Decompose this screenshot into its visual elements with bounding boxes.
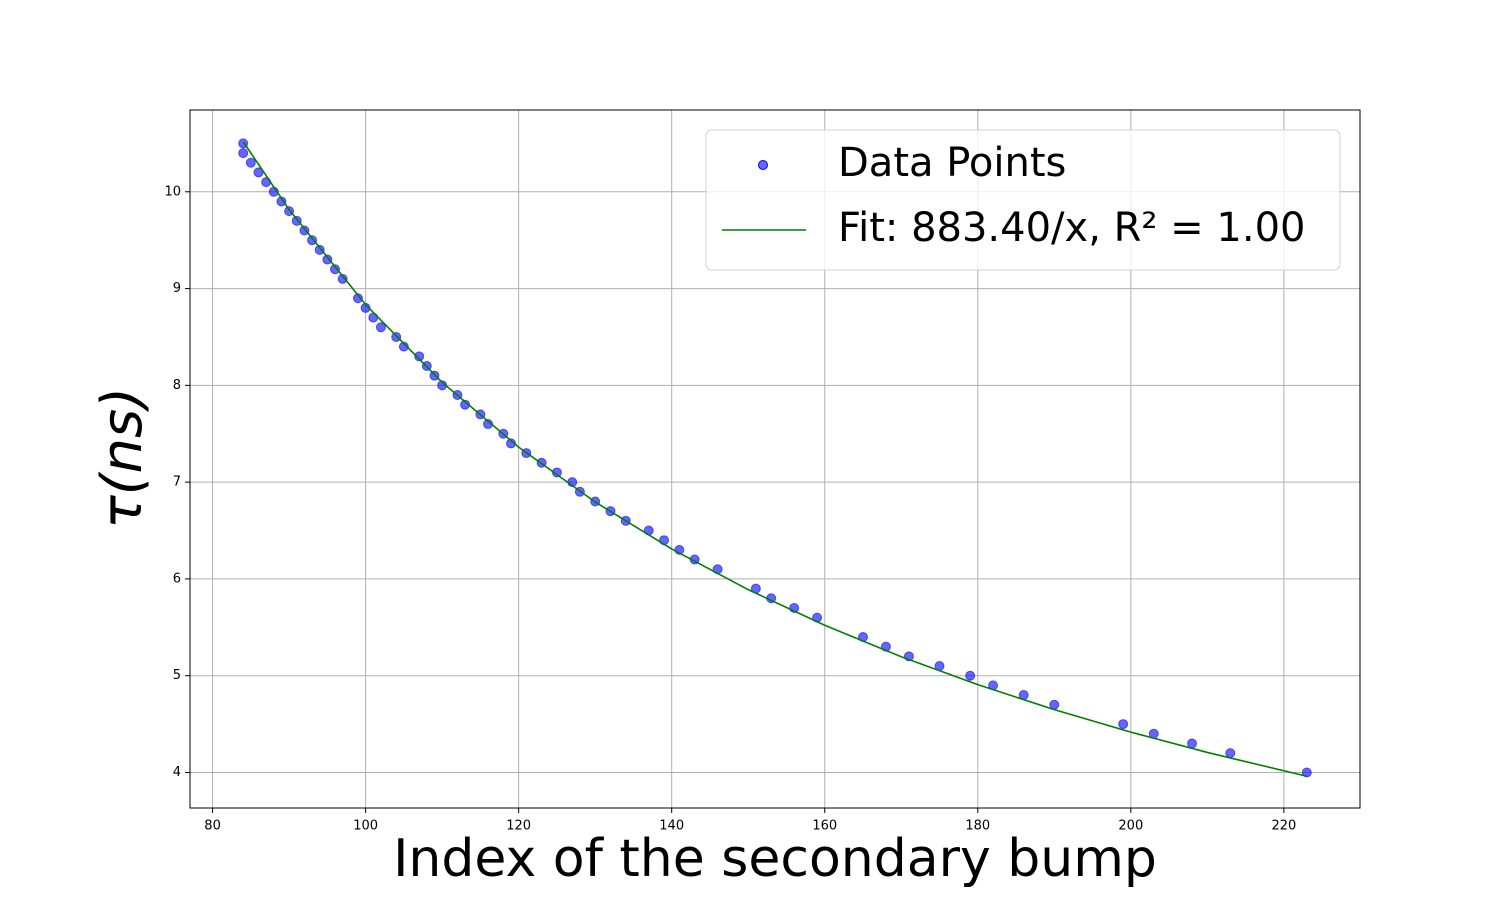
fit-line <box>242 141 1308 778</box>
legend: Data Points Fit: 883.40/x, R² = 1.00 <box>705 129 1341 271</box>
data-point <box>1301 767 1312 778</box>
data-point <box>352 293 363 304</box>
x-tick-label: 180 <box>965 819 990 834</box>
x-tick-label: 80 <box>204 819 221 834</box>
x-tick-label: 220 <box>1271 819 1296 834</box>
data-point <box>368 312 379 323</box>
data-point <box>551 467 562 478</box>
x-tick-label: 160 <box>812 819 837 834</box>
data-point <box>299 225 310 236</box>
x-tick-label: 200 <box>1118 819 1143 834</box>
legend-label: Data Points <box>838 140 1066 186</box>
y-tick-label: 9 <box>173 281 181 296</box>
y-tick-label: 4 <box>173 765 181 780</box>
legend-label: Fit: 883.40/x, R² = 1.00 <box>838 205 1305 251</box>
x-tick-label: 140 <box>659 819 684 834</box>
data-point <box>245 157 256 168</box>
legend-marker <box>758 160 768 170</box>
y-tick-label: 6 <box>173 571 181 586</box>
y-tick-label: 8 <box>173 378 181 393</box>
data-point <box>314 244 325 255</box>
data-point <box>1118 719 1129 730</box>
legend-box <box>705 129 1341 271</box>
data-point <box>238 148 249 159</box>
data-point <box>391 331 402 342</box>
data-point <box>1225 748 1236 759</box>
plot-frame <box>189 109 1361 809</box>
x-tick-label: 120 <box>506 819 531 834</box>
x-tick-label: 100 <box>353 819 378 834</box>
y-tick-label: 7 <box>173 475 181 490</box>
data-point <box>330 264 341 275</box>
data-point <box>398 341 409 352</box>
y-axis-label: τ(ns) <box>90 387 155 529</box>
x-axis-label: Index of the secondary bump <box>393 829 1157 889</box>
data-point <box>307 235 318 246</box>
data-point <box>337 273 348 284</box>
y-tick-label: 10 <box>164 184 181 199</box>
data-point <box>414 351 425 362</box>
data-point <box>1187 738 1198 749</box>
data-point <box>322 254 333 265</box>
data-point <box>375 322 386 333</box>
y-tick-label: 5 <box>173 668 181 683</box>
data-point <box>965 670 976 681</box>
